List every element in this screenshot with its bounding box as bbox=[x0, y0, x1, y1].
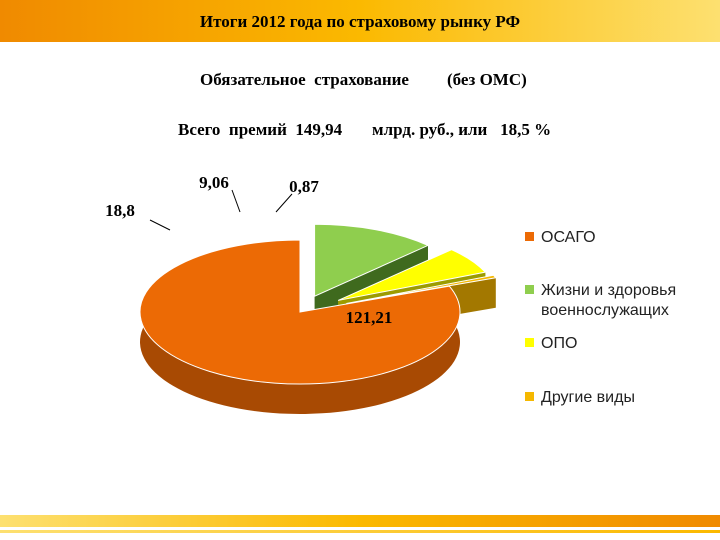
data-label-3: 0,87 bbox=[289, 177, 319, 196]
legend-label-1: Жизни и здоровья военнослужащих bbox=[541, 282, 676, 319]
legend-label-3: Другие виды bbox=[541, 389, 635, 406]
leader-line-3 bbox=[275, 193, 293, 213]
legend-swatch-1 bbox=[525, 285, 534, 294]
subtitle-right: (без ОМС) bbox=[447, 70, 527, 89]
data-label-1: 18,8 bbox=[105, 201, 135, 220]
legend-swatch-2 bbox=[525, 338, 534, 347]
pie-slice-0 bbox=[139, 239, 461, 385]
pie-slice-3 bbox=[346, 274, 497, 305]
legend-label-0: ОСАГО bbox=[541, 229, 596, 246]
leader-line-1 bbox=[149, 219, 171, 231]
footer-bar bbox=[0, 515, 720, 527]
legend-swatch-0 bbox=[525, 232, 534, 241]
total-premiums: Всего премий 149,94 bbox=[178, 120, 343, 139]
pie-chart: 121,21 18,8 9,06 0,87 ОСАГО Жизни и здоровья в… bbox=[105, 173, 676, 414]
data-label-0: 121,21 bbox=[346, 308, 393, 327]
header-bar bbox=[0, 0, 720, 42]
legend-label-2: ОПО bbox=[541, 335, 577, 352]
legend-swatch-3 bbox=[525, 392, 534, 401]
leader-line-2 bbox=[231, 189, 241, 213]
pie-slice-1 bbox=[314, 223, 430, 297]
footer-line bbox=[0, 530, 720, 533]
page-title: Итоги 2012 года по страховому рынку РФ bbox=[199, 12, 521, 31]
total-unit: млрд. руб., или 18,5 % bbox=[372, 120, 552, 139]
pie-slice-2 bbox=[337, 249, 487, 301]
subtitle-left: Обязательное страхование bbox=[200, 70, 409, 89]
data-label-2: 9,06 bbox=[199, 173, 229, 192]
